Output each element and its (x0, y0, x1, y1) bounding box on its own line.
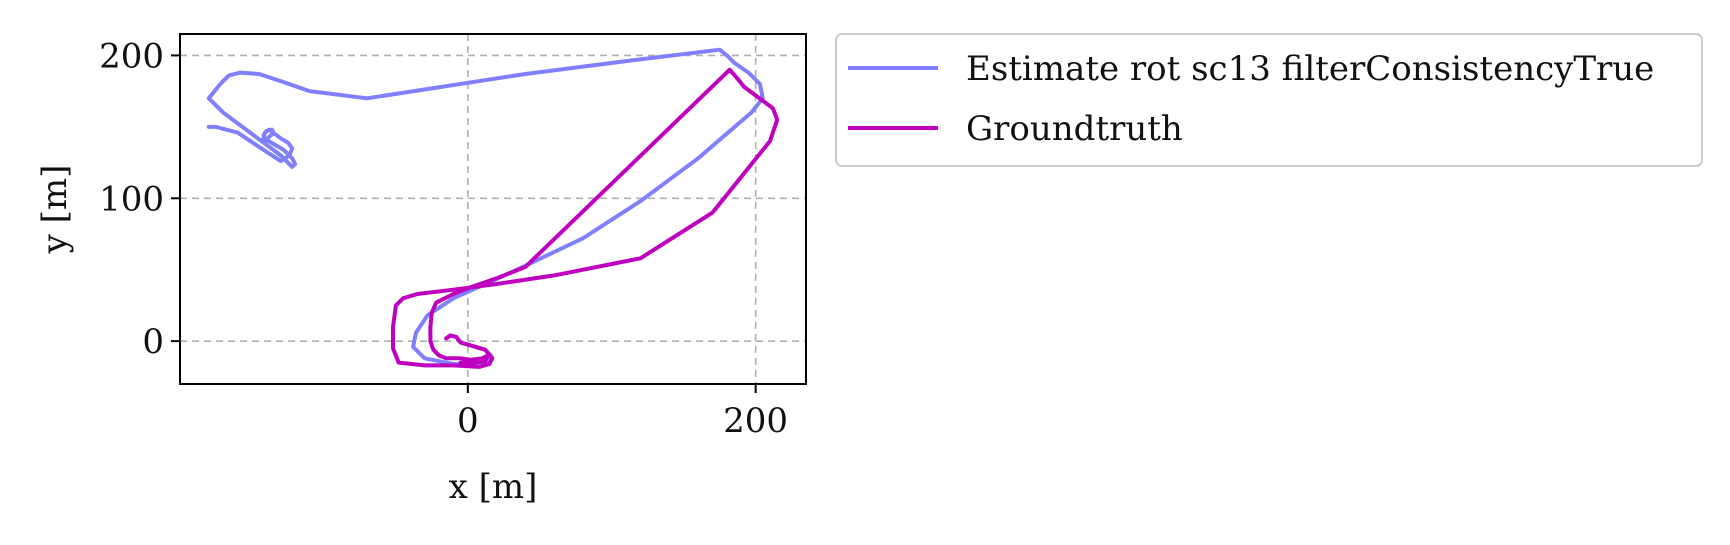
y-tick-label: 200 (99, 36, 164, 76)
legend-label-estimate: Estimate rot sc13 filterConsistencyTrue (966, 49, 1654, 89)
series-lines (206, 47, 780, 369)
x-tick-label: 200 (723, 401, 788, 441)
legend-label-groundtruth: Groundtruth (966, 109, 1183, 149)
x-axis-label: x [m] (449, 467, 538, 507)
y-tick-label: 0 (142, 322, 164, 362)
series-line-groundtruth (391, 67, 780, 369)
x-tick-label: 0 (457, 401, 479, 441)
grid-lines (180, 34, 806, 384)
axis-ticks: 0 200 0 100 200 (99, 36, 788, 441)
plot-frame (179, 33, 807, 385)
legend: Estimate rot sc13 filterConsistencyTrue … (835, 33, 1703, 167)
legend-box (835, 33, 1703, 167)
y-tick-label: 100 (99, 179, 164, 219)
series-line-estimate (206, 47, 765, 366)
y-axis-label: y [m] (35, 165, 75, 255)
